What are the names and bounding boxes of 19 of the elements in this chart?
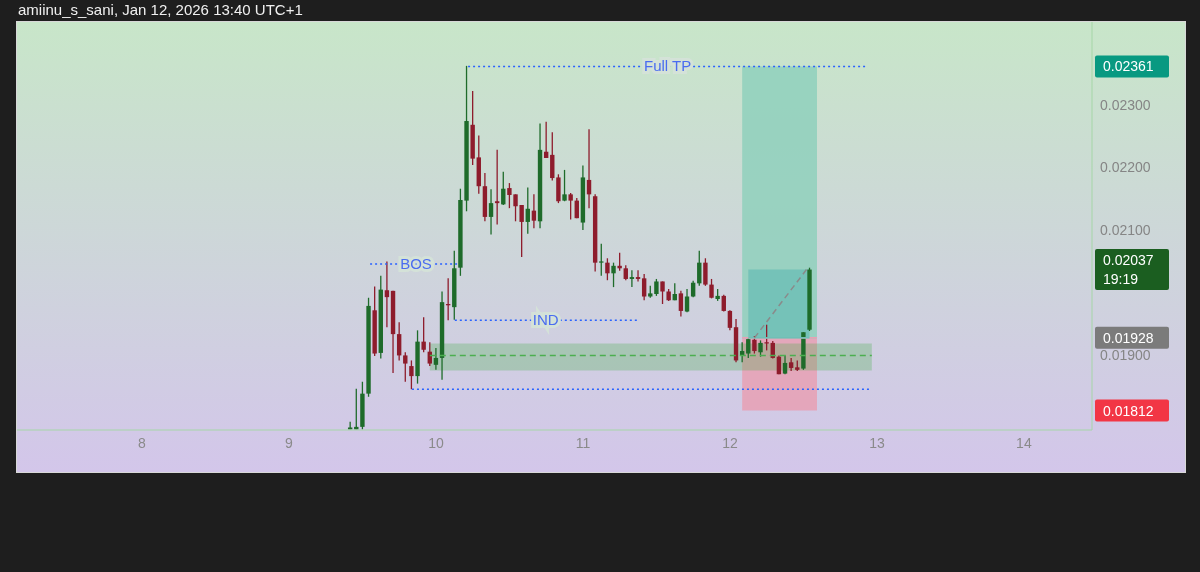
- x-tick-label: 8: [138, 434, 147, 451]
- y2-tick-label: 0.02361: [1103, 58, 1154, 75]
- chart-title: amiinu_s_sani, Jan 12, 2026 13:40 UTC+1: [18, 1, 303, 19]
- x-tick-label: 12: [722, 434, 738, 451]
- annotation: Full TP: [644, 57, 692, 75]
- annotation: BOS: [400, 254, 432, 272]
- y2-tick-label: 0.01928: [1103, 329, 1154, 346]
- y-tick-label: 0.02200: [1100, 159, 1151, 176]
- x-tick-label: 10: [428, 434, 444, 451]
- x-tick-label: 9: [285, 434, 294, 451]
- x-tick-label: 11: [575, 434, 591, 451]
- y2-tick-label: 0.01812: [1103, 402, 1154, 419]
- y-tick-label: 0.01900: [1100, 347, 1151, 364]
- x-tick-label: 14: [1016, 434, 1032, 451]
- x-tick-label: 13: [869, 434, 885, 451]
- y-tick-label: 0.02300: [1100, 96, 1151, 113]
- y-tick-label: 0.02100: [1100, 222, 1151, 239]
- y2-tick-label: 0.02037 19:19: [1103, 252, 1154, 288]
- annotation: IND: [532, 311, 559, 329]
